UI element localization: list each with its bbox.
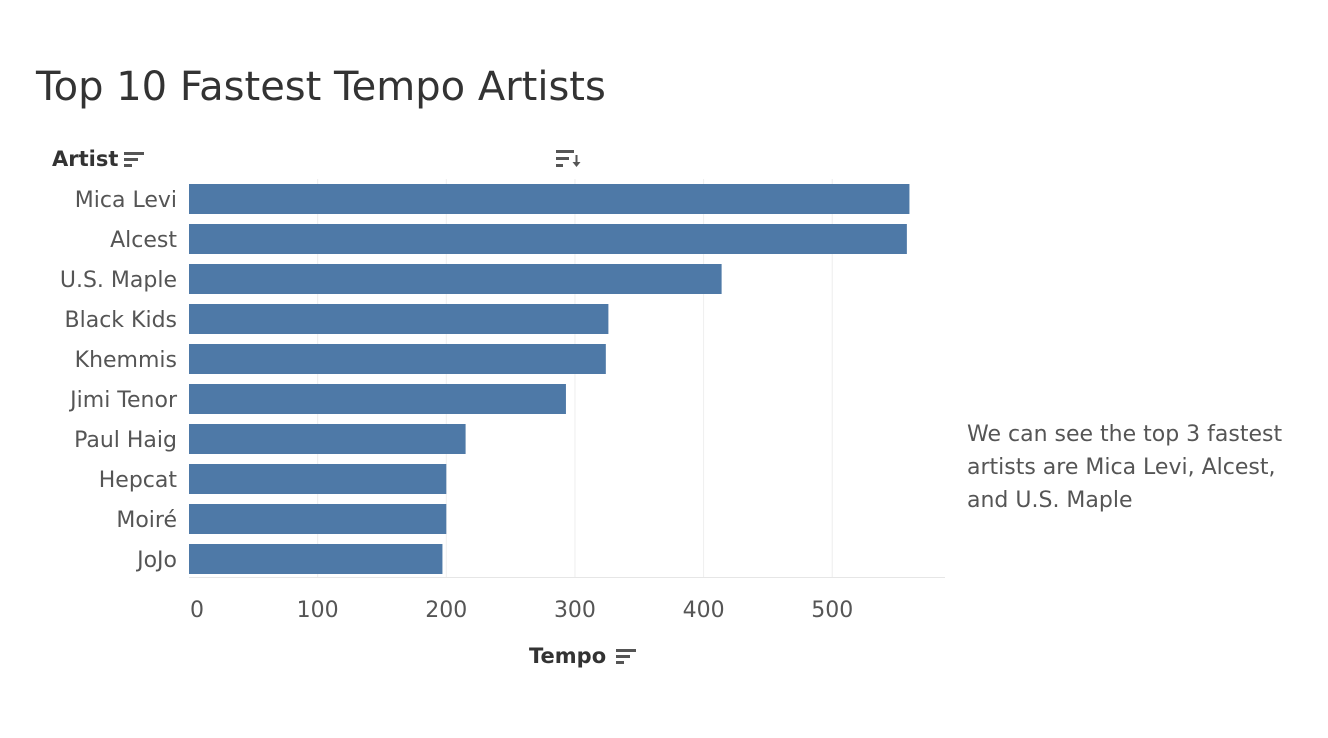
x-tick-label: 200 bbox=[425, 598, 467, 623]
bar bbox=[189, 504, 447, 534]
x-tick-label: 0 bbox=[190, 598, 204, 623]
insight-annotation: We can see the top 3 fastest artists are… bbox=[967, 422, 1283, 513]
artist-column-header[interactable]: Artist bbox=[52, 147, 145, 171]
category-label: Jimi Tenor bbox=[68, 388, 178, 413]
category-label: Black Kids bbox=[65, 308, 177, 333]
bar bbox=[189, 304, 609, 334]
artist-header-label: Artist bbox=[52, 147, 119, 171]
chart-title: Top 10 Fastest Tempo Artists bbox=[36, 64, 606, 110]
category-label: Hepcat bbox=[99, 468, 178, 493]
x-tick-label: 500 bbox=[811, 598, 853, 623]
category-label: U.S. Maple bbox=[60, 268, 177, 293]
bar bbox=[189, 264, 722, 294]
tempo-axis-header[interactable]: Tempo bbox=[529, 644, 637, 668]
category-label: JoJo bbox=[135, 548, 177, 573]
bar bbox=[189, 344, 606, 374]
category-label: Alcest bbox=[110, 228, 177, 253]
category-label: Khemmis bbox=[75, 348, 177, 373]
x-tick-label: 100 bbox=[297, 598, 339, 623]
category-label: Mica Levi bbox=[75, 188, 177, 213]
bar bbox=[189, 184, 910, 214]
category-label: Paul Haig bbox=[74, 428, 177, 453]
sort-descending-icon[interactable] bbox=[616, 648, 637, 664]
x-tick-label: 300 bbox=[554, 598, 596, 623]
category-label: Moiré bbox=[116, 508, 177, 533]
bar bbox=[189, 464, 447, 494]
x-tick-label: 400 bbox=[683, 598, 725, 623]
sort-descending-arrow-icon[interactable] bbox=[556, 149, 582, 169]
bar bbox=[189, 544, 443, 574]
sort-descending-icon[interactable] bbox=[124, 151, 145, 167]
bar bbox=[189, 384, 566, 414]
bar bbox=[189, 424, 466, 454]
x-axis-title: Tempo bbox=[529, 644, 607, 668]
bar bbox=[189, 224, 907, 254]
